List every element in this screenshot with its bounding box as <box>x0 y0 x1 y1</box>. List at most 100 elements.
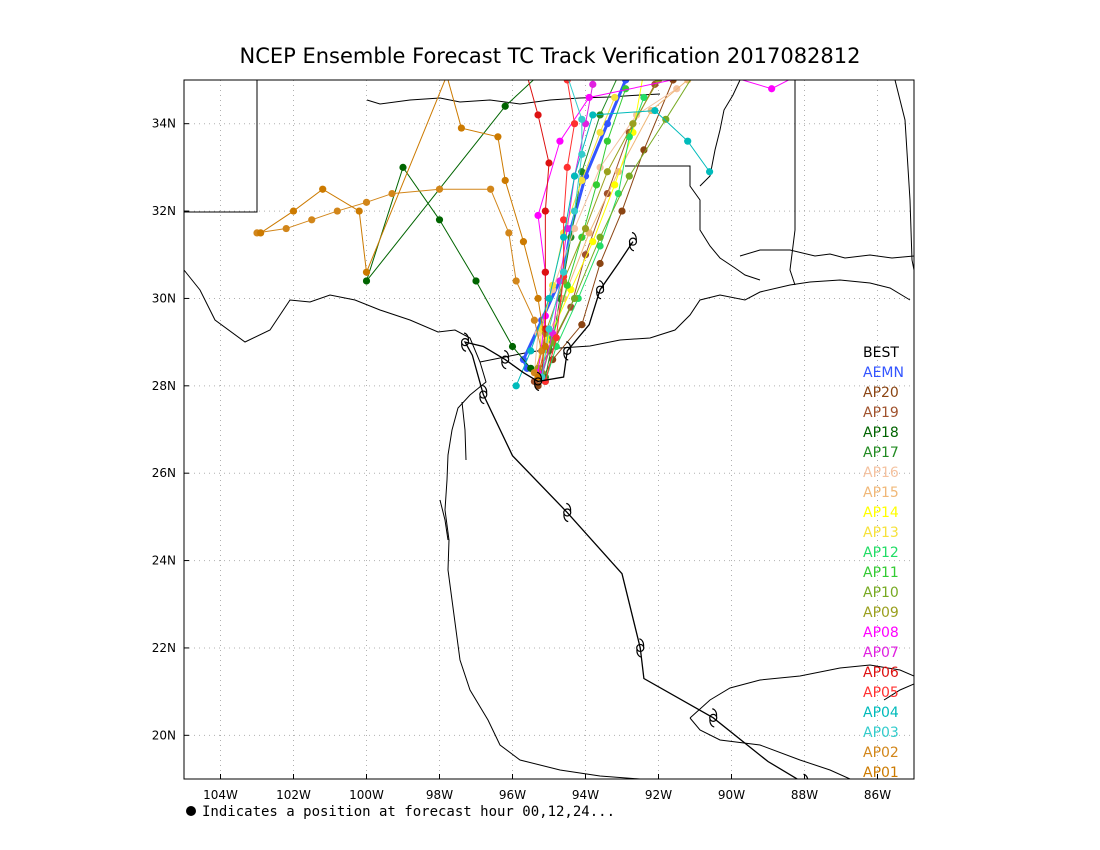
legend-item-ap19: AP19 <box>863 405 899 421</box>
y-tick-label: 30N <box>152 291 176 305</box>
hurricane-symbol-icon <box>563 502 572 523</box>
track-point-ap16 <box>596 163 604 171</box>
legend: BEST AEMN AP20 AP19 AP18 AP17 AP16 AP15 AP14 AP13… <box>863 345 904 781</box>
track-point-ap04 <box>527 347 535 355</box>
track-point-ap18 <box>508 342 517 351</box>
legend-item-ap04: AP04 <box>863 705 899 721</box>
track-point-ap10 <box>596 233 604 241</box>
track-point-ap01 <box>362 268 371 276</box>
track-point-ap04 <box>684 137 692 145</box>
track-point-ap04 <box>512 382 520 390</box>
legend-item-ap18: AP18 <box>863 425 899 441</box>
track-point-ap02 <box>435 185 444 193</box>
legend-item-ap06: AP06 <box>863 665 899 681</box>
hurricane-symbol-icon <box>636 638 645 658</box>
track-line-ap18 <box>366 80 535 369</box>
yucatan-west <box>689 717 851 779</box>
hurricane-symbol-icon <box>460 332 470 352</box>
forecast-tracks <box>253 72 790 390</box>
legend-item-ap09: AP09 <box>863 605 899 621</box>
track-point-ap20 <box>669 80 677 84</box>
track-point-ap18 <box>534 72 541 79</box>
padre-island <box>461 401 467 461</box>
track-line-ap01 <box>260 80 546 378</box>
legend-item-ap01: AP01 <box>863 765 899 781</box>
legend-item-ap16: AP16 <box>863 465 899 481</box>
track-point-ap11 <box>603 137 612 145</box>
track-point-ap02 <box>512 277 520 285</box>
track-point-ap18 <box>435 216 444 224</box>
track-point-ap09 <box>629 120 637 128</box>
hurricane-symbol-icon <box>563 341 572 361</box>
track-ap01 <box>257 80 549 381</box>
track-point-ap02 <box>388 189 396 198</box>
track-point-ap02 <box>362 198 371 206</box>
track-point-ap18 <box>362 277 371 285</box>
track-point-ap02 <box>282 224 290 233</box>
y-tick-label: 20N <box>152 728 176 742</box>
y-tick-label: 32N <box>152 204 176 218</box>
y-tick-label: 34N <box>152 117 176 131</box>
track-point-ap08 <box>534 211 542 220</box>
track-point-ap06 <box>545 159 553 167</box>
hurricane-symbol-icon <box>479 384 488 405</box>
track-point-ap17 <box>596 111 604 119</box>
georgia-border <box>894 80 914 271</box>
track-line-ap02 <box>256 188 543 373</box>
track-point-ap04 <box>706 168 714 176</box>
legend-item-ap13: AP13 <box>863 525 899 541</box>
track-point-ap12 <box>596 242 604 250</box>
legend-item-ap10: AP10 <box>863 585 899 601</box>
ar-la-border <box>739 249 914 259</box>
hurricane-symbol-icon <box>533 371 543 392</box>
legend-item-ap05: AP05 <box>863 685 899 701</box>
track-point-ap04 <box>545 294 553 303</box>
x-tick-label: 96W <box>499 788 526 802</box>
legend-item-ap15: AP15 <box>863 485 899 501</box>
best-track-line <box>463 241 799 779</box>
track-ap12 <box>541 93 648 386</box>
coastlines-and-borders <box>184 80 914 779</box>
track-point-ap20 <box>596 259 604 268</box>
legend-item-ap14: AP14 <box>863 505 899 521</box>
track-point-ap10 <box>662 115 670 123</box>
legend-item-ap03: AP03 <box>863 725 899 741</box>
track-point-ap03 <box>578 150 586 158</box>
texas-panhandle-north <box>184 80 258 213</box>
track-point-ap13 <box>611 93 619 102</box>
track-ap18 <box>362 72 541 372</box>
track-point-ap02 <box>333 207 341 215</box>
track-point-ap18 <box>472 277 480 285</box>
track-ap02 <box>253 185 546 377</box>
track-point-ap01 <box>319 185 327 193</box>
x-tick-label: 92W <box>645 788 672 802</box>
legend-item-ap02: AP02 <box>863 745 899 761</box>
track-point-ap05 <box>552 334 560 342</box>
x-tick-label: 104W <box>203 788 238 802</box>
legend-item-ap20: AP20 <box>863 385 899 401</box>
x-tick-label: 98W <box>426 788 453 802</box>
x-tick-label: 88W <box>791 788 818 802</box>
track-point-ap14 <box>611 181 619 189</box>
texas-louisiana-border <box>625 165 761 281</box>
y-tick-label: 26N <box>152 466 176 480</box>
track-point-ap01 <box>457 124 465 132</box>
track-point-ap20 <box>578 321 586 329</box>
y-tick-label: 24N <box>152 554 176 568</box>
track-point-aemn <box>622 80 630 84</box>
x-tick-label: 86W <box>864 788 891 802</box>
grid <box>184 80 914 779</box>
track-point-ap06 <box>534 111 542 119</box>
track-point-ap20 <box>618 207 626 215</box>
legend-item-ap11: AP11 <box>863 565 899 581</box>
track-point-ap06 <box>524 72 531 79</box>
louisiana-coast <box>479 279 911 363</box>
track-point-ap08 <box>556 137 564 145</box>
yucatan-coast <box>689 664 914 719</box>
plot-frame <box>183 79 915 780</box>
track-point-ap05 <box>570 120 579 128</box>
legend-item-ap07: AP07 <box>863 645 899 661</box>
track-point-ap01 <box>494 133 502 141</box>
track-point-ap04 <box>651 106 659 115</box>
legend-item-ap12: AP12 <box>863 545 899 561</box>
